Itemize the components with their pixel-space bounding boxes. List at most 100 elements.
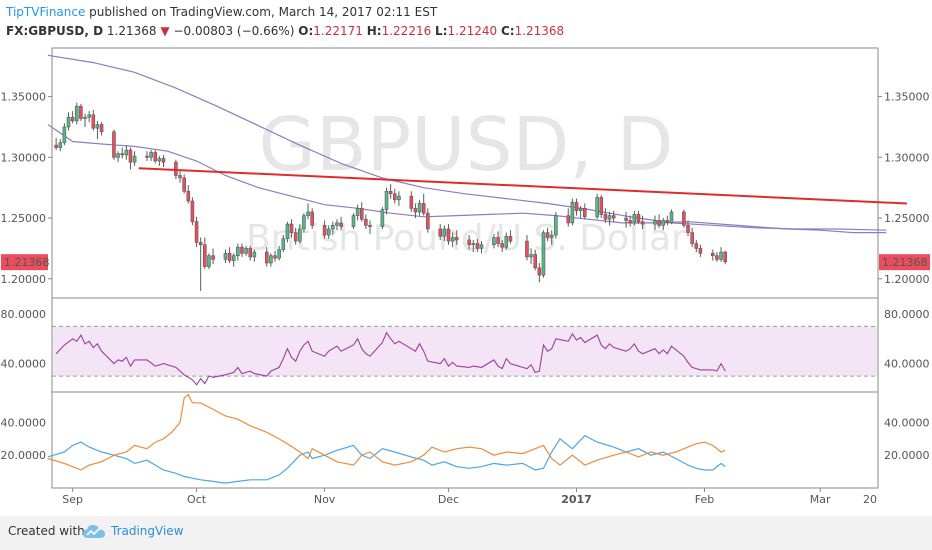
candle[interactable] [124,145,129,160]
candle[interactable] [549,230,554,245]
candle[interactable] [607,211,612,226]
candle[interactable] [153,150,158,164]
candle[interactable] [74,102,79,125]
candle[interactable] [438,224,443,240]
candle[interactable] [269,253,273,267]
author-link[interactable]: TipTVFinance [6,5,86,19]
candle[interactable] [326,225,331,239]
candle[interactable] [285,221,290,243]
candle[interactable] [54,137,58,151]
candle[interactable] [145,151,149,161]
candle[interactable] [380,207,385,229]
candle[interactable] [421,193,426,216]
candle[interactable] [690,227,694,248]
candle[interactable] [293,227,298,245]
candle[interactable] [252,249,257,262]
candle[interactable] [715,252,719,262]
candle[interactable] [331,221,335,236]
candle[interactable] [479,241,484,254]
trendline[interactable] [138,167,907,205]
candle[interactable] [632,210,637,226]
candle[interactable] [578,205,583,219]
candle[interactable] [244,245,248,256]
time-axis[interactable]: Sep Oct Nov Dec 2017 Feb Mar 20 [62,488,877,506]
candle[interactable] [335,219,339,231]
price-chart[interactable]: GBPUSD, D British Pound/U.S. Dollar 1.35… [0,0,932,516]
candle[interactable] [240,243,244,257]
candle[interactable] [236,243,240,261]
candle[interactable] [186,185,191,204]
candle[interactable] [128,147,133,170]
candle[interactable] [227,247,232,263]
candle[interactable] [149,150,153,161]
candle[interactable] [574,198,579,216]
candle[interactable] [450,232,455,248]
candle[interactable] [566,208,571,227]
candle[interactable] [62,123,67,146]
tradingview-link[interactable]: TradingView [111,524,184,538]
candle[interactable] [525,235,529,261]
candle[interactable] [397,191,401,206]
candle[interactable] [640,215,645,229]
candle[interactable] [541,230,546,278]
candle[interactable] [595,193,599,220]
candle[interactable] [66,112,71,131]
candle[interactable] [417,199,422,216]
candle[interactable] [70,111,75,124]
candle[interactable] [79,103,83,121]
candle[interactable] [393,188,397,204]
candle[interactable] [355,204,360,221]
candle[interactable] [719,247,723,262]
candle[interactable] [322,220,327,239]
candle[interactable] [339,216,343,231]
candle[interactable] [306,203,310,220]
candle[interactable] [723,250,727,265]
candle[interactable] [91,109,96,131]
candle[interactable] [504,232,509,250]
candle[interactable] [665,215,670,226]
candle[interactable] [611,210,616,222]
candle[interactable] [529,248,533,265]
candle[interactable] [273,250,277,262]
candle[interactable] [628,215,632,227]
tradingview-cloud-icon[interactable] [82,523,106,541]
candle[interactable] [58,139,63,152]
candle[interactable] [467,235,471,250]
candle[interactable] [351,213,356,229]
candle[interactable] [120,147,124,159]
candle[interactable] [454,230,459,245]
candle[interactable] [475,238,480,253]
candle[interactable] [248,245,253,261]
candle[interactable] [211,248,215,265]
candle[interactable] [310,208,314,229]
candle[interactable] [636,210,641,225]
candle[interactable] [554,211,558,239]
rsi-pane[interactable]: 80.0000 80.0000 40.0000 40.0000 [1,308,930,386]
candle[interactable] [223,249,228,263]
candle[interactable] [624,211,628,228]
candle[interactable] [603,208,608,223]
candle[interactable] [446,224,451,245]
candle[interactable] [426,208,430,233]
candle[interactable] [413,203,418,219]
candle[interactable] [157,156,162,166]
candle[interactable] [231,253,236,267]
candle[interactable] [492,233,496,249]
symbol-label[interactable]: FX:GBPUSD, D [6,24,104,38]
candle[interactable] [116,151,120,163]
dmi-pane[interactable]: 40.0000 40.0000 20.0000 20.0000 [1,393,930,484]
candle[interactable] [83,113,87,127]
candle[interactable] [388,184,393,199]
candle[interactable] [599,194,604,219]
candle[interactable] [711,249,715,261]
candle[interactable] [99,122,104,136]
candle[interactable] [207,253,211,270]
candle[interactable] [203,237,207,270]
candle[interactable] [500,239,504,253]
candle[interactable] [657,214,661,228]
candle[interactable] [686,220,690,237]
candle[interactable] [298,224,302,244]
candle[interactable] [698,244,703,257]
candle[interactable] [182,174,186,194]
candle[interactable] [264,247,269,267]
